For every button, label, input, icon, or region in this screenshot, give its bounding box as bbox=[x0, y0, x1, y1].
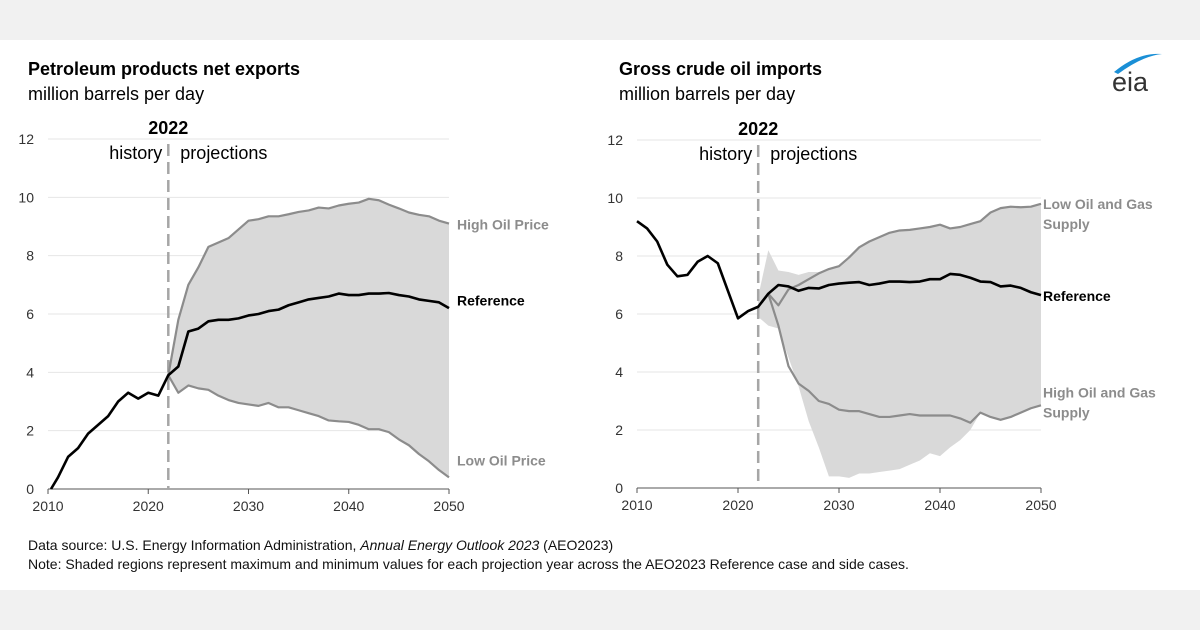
series-line-low-oil-price bbox=[167, 374, 450, 479]
range-band bbox=[758, 203, 1041, 478]
history-label: history bbox=[699, 144, 752, 164]
x-tick-label: 2050 bbox=[1025, 497, 1056, 513]
projections-label: projections bbox=[180, 143, 267, 163]
eia-logo: eia bbox=[1108, 50, 1168, 95]
x-tick-label: 2030 bbox=[823, 497, 854, 513]
series-label: Low Oil Price bbox=[457, 452, 546, 468]
y-tick-label: 12 bbox=[18, 131, 34, 147]
right-chart-title: Gross crude oil imports bbox=[619, 59, 823, 79]
x-tick-label: 2010 bbox=[32, 498, 63, 514]
y-tick-label: 6 bbox=[26, 306, 34, 322]
y-tick-label: 4 bbox=[615, 364, 623, 380]
series-label: Reference bbox=[457, 292, 525, 308]
data-source-note: Data source: U.S. Energy Information Adm… bbox=[28, 537, 613, 553]
series-label: High Oil Price bbox=[457, 217, 549, 233]
source-suffix: (AEO2023) bbox=[539, 537, 614, 553]
series-line-low-oil-and-gas-supply bbox=[757, 202, 1042, 308]
range-band bbox=[168, 198, 450, 478]
left-chart-units: million barrels per day bbox=[28, 84, 205, 104]
y-tick-label: 4 bbox=[26, 364, 34, 380]
shading-note: Note: Shaded regions represent maximum a… bbox=[28, 556, 909, 572]
x-tick-label: 2030 bbox=[233, 498, 264, 514]
y-tick-label: 0 bbox=[26, 481, 34, 497]
eia-swoosh-icon: eia bbox=[1112, 53, 1162, 95]
y-tick-label: 8 bbox=[26, 248, 34, 264]
y-tick-label: 10 bbox=[18, 189, 34, 205]
x-tick-label: 2040 bbox=[924, 497, 955, 513]
x-tick-label: 2010 bbox=[621, 497, 652, 513]
series-line-high-oil-price bbox=[167, 197, 450, 376]
svg-text:eia: eia bbox=[1112, 67, 1149, 95]
x-tick-label: 2020 bbox=[133, 498, 164, 514]
series-line-reference bbox=[636, 220, 1042, 320]
left-chart-title: Petroleum products net exports bbox=[28, 59, 301, 79]
y-tick-label: 8 bbox=[615, 248, 623, 264]
y-tick-label: 6 bbox=[615, 306, 623, 322]
series-label: Low Oil and Gas bbox=[1043, 196, 1153, 212]
y-tick-label: 10 bbox=[607, 190, 623, 206]
divider-year-label: 2022 bbox=[738, 119, 778, 139]
x-tick-label: 2020 bbox=[722, 497, 753, 513]
y-tick-label: 12 bbox=[607, 132, 623, 148]
projections-label: projections bbox=[770, 144, 857, 164]
divider-year-label: 2022 bbox=[148, 118, 188, 138]
series-label: Supply bbox=[1043, 216, 1090, 232]
series-label: Supply bbox=[1043, 404, 1090, 420]
x-tick-label: 2040 bbox=[333, 498, 364, 514]
y-tick-label: 2 bbox=[615, 422, 623, 438]
series-line-high-oil-and-gas-supply bbox=[757, 292, 1042, 424]
history-label: history bbox=[109, 143, 162, 163]
series-line-reference bbox=[49, 291, 450, 490]
x-tick-label: 2050 bbox=[433, 498, 464, 514]
y-tick-label: 0 bbox=[615, 480, 623, 496]
series-label: Reference bbox=[1043, 288, 1111, 304]
source-prefix: Data source: U.S. Energy Information Adm… bbox=[28, 537, 361, 553]
y-tick-label: 2 bbox=[26, 423, 34, 439]
series-label: High Oil and Gas bbox=[1043, 384, 1156, 400]
right-chart-units: million barrels per day bbox=[619, 84, 796, 104]
source-title: Annual Energy Outlook 2023 bbox=[360, 537, 540, 553]
